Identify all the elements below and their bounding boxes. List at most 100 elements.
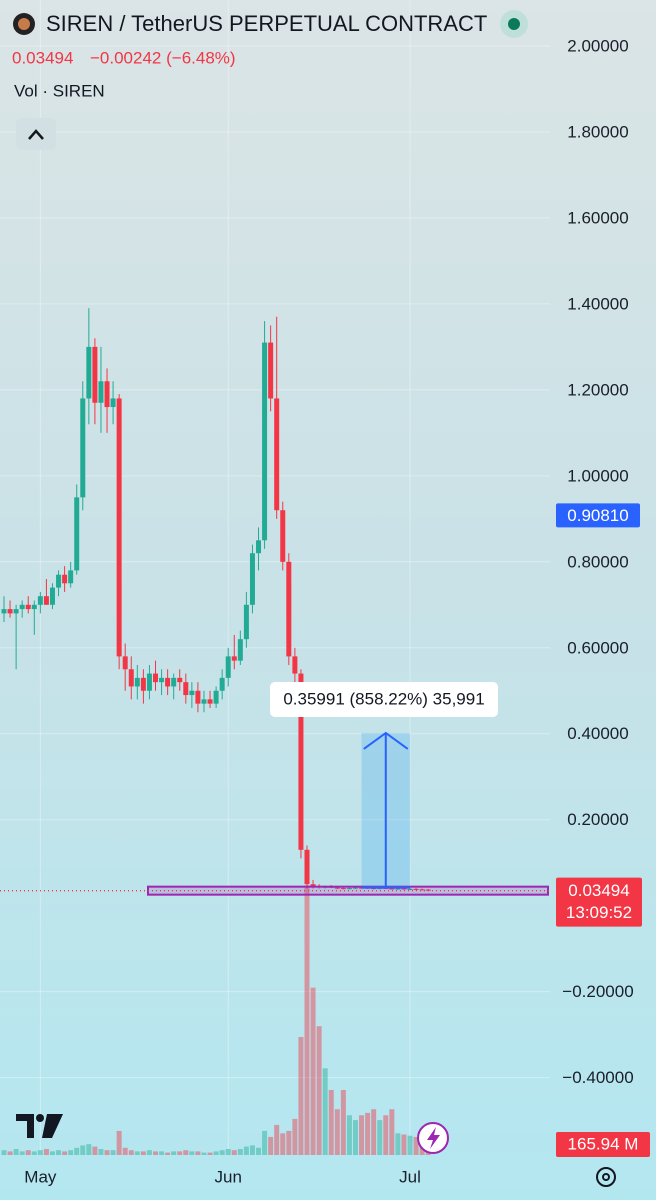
candle-body xyxy=(207,699,213,704)
candle-body xyxy=(31,604,37,610)
volume-bar xyxy=(56,1150,62,1155)
marker-price-label: 0.90810 xyxy=(567,506,628,525)
y-tick-label: −0.40000 xyxy=(562,1068,633,1087)
current-price-label: 0.03494 xyxy=(568,881,629,900)
volume-bar xyxy=(340,1089,346,1155)
candle-body xyxy=(104,381,110,408)
volume-bar xyxy=(7,1151,13,1155)
y-tick-label: 0.40000 xyxy=(567,724,628,743)
volume-bar xyxy=(407,1135,413,1155)
candle-body xyxy=(43,596,49,605)
volume-bar xyxy=(310,987,316,1155)
volume-bar xyxy=(213,1151,219,1155)
current-price-tag xyxy=(556,877,642,927)
candle-body xyxy=(407,888,413,890)
candle-body xyxy=(274,398,280,511)
candle-body xyxy=(13,609,19,614)
candle-body xyxy=(122,656,128,670)
volume-bar xyxy=(189,1151,195,1155)
volume-bar xyxy=(346,1115,352,1155)
volume-bar xyxy=(13,1148,19,1155)
volume-bar xyxy=(1,1150,7,1155)
volume-bar xyxy=(116,1130,122,1155)
candle-body xyxy=(268,342,274,399)
volume-bar xyxy=(37,1150,43,1155)
candle-body xyxy=(92,346,98,403)
volume-bar xyxy=(140,1151,146,1155)
volume-bar xyxy=(401,1134,407,1155)
volume-bar xyxy=(219,1150,225,1155)
candle-body xyxy=(153,673,158,683)
y-tick-label: 1.40000 xyxy=(567,294,628,313)
candle-body xyxy=(219,677,225,691)
candle-body xyxy=(62,574,68,584)
volume-bar xyxy=(359,1115,365,1155)
volume-bar xyxy=(92,1146,98,1155)
volume-bar xyxy=(304,885,310,1155)
volume-bar xyxy=(49,1151,55,1155)
volume-bar xyxy=(395,1133,401,1155)
volume-bar xyxy=(86,1144,92,1155)
collapse-button[interactable] xyxy=(16,118,56,150)
volume-bar xyxy=(183,1150,189,1155)
candle-body xyxy=(286,561,292,657)
volume-bar xyxy=(146,1150,152,1155)
volume-bar xyxy=(377,1120,383,1155)
volume-bar xyxy=(201,1152,207,1155)
candle-body xyxy=(346,888,352,890)
volume-bar xyxy=(68,1150,74,1155)
measure-label-box xyxy=(270,681,498,717)
y-tick-label: −0.20000 xyxy=(562,982,633,1001)
volume-bar xyxy=(292,1118,298,1155)
status-dot xyxy=(508,18,520,30)
candle-body xyxy=(225,656,231,678)
volume-bar xyxy=(62,1151,68,1155)
candle-body xyxy=(334,887,340,889)
price-change: −0.00242 (−6.48%) xyxy=(90,48,236,67)
volume-bar xyxy=(104,1150,110,1155)
candle-body xyxy=(304,849,310,885)
volume-bar xyxy=(298,1037,304,1155)
candle-body xyxy=(128,669,134,687)
candle-body xyxy=(262,342,268,541)
volume-bar xyxy=(74,1147,80,1155)
volume-bar xyxy=(207,1152,213,1155)
candle-body xyxy=(310,884,316,887)
candle-body xyxy=(183,682,189,696)
candle-body xyxy=(213,690,219,704)
volume-bar xyxy=(328,1089,334,1155)
volume-bar xyxy=(159,1151,165,1155)
volume-bar xyxy=(280,1133,286,1155)
candle-body xyxy=(68,570,74,584)
candle-body xyxy=(37,596,43,605)
candle-body xyxy=(134,677,140,687)
y-tick-label: 1.20000 xyxy=(567,380,628,399)
volume-bar xyxy=(365,1112,371,1155)
candle-body xyxy=(419,889,425,891)
candle-body xyxy=(256,540,262,554)
collapse-icon xyxy=(28,129,44,140)
candle-body xyxy=(413,888,419,890)
candle-body xyxy=(237,639,243,661)
candle-body xyxy=(146,673,152,691)
volume-bar xyxy=(110,1150,116,1155)
y-tick-label: 0.60000 xyxy=(567,638,628,657)
volume-bar xyxy=(389,1109,395,1155)
volume-bar xyxy=(352,1120,358,1155)
candle-body xyxy=(189,690,195,696)
volume-bar xyxy=(225,1148,231,1155)
volume-bar xyxy=(316,1026,322,1155)
candle-body xyxy=(249,553,255,605)
candle-body xyxy=(395,888,401,890)
volume-bar xyxy=(371,1109,377,1155)
candle-body xyxy=(165,677,171,687)
volume-bar xyxy=(128,1150,134,1155)
volume-bar xyxy=(25,1150,31,1155)
candle-body xyxy=(74,497,80,571)
volume-bar xyxy=(43,1148,49,1155)
settings-button[interactable] xyxy=(596,1167,616,1187)
x-tick-label: May xyxy=(24,1167,57,1186)
symbol-logo-inner xyxy=(18,18,30,30)
last-price: 0.03494 xyxy=(12,48,73,67)
